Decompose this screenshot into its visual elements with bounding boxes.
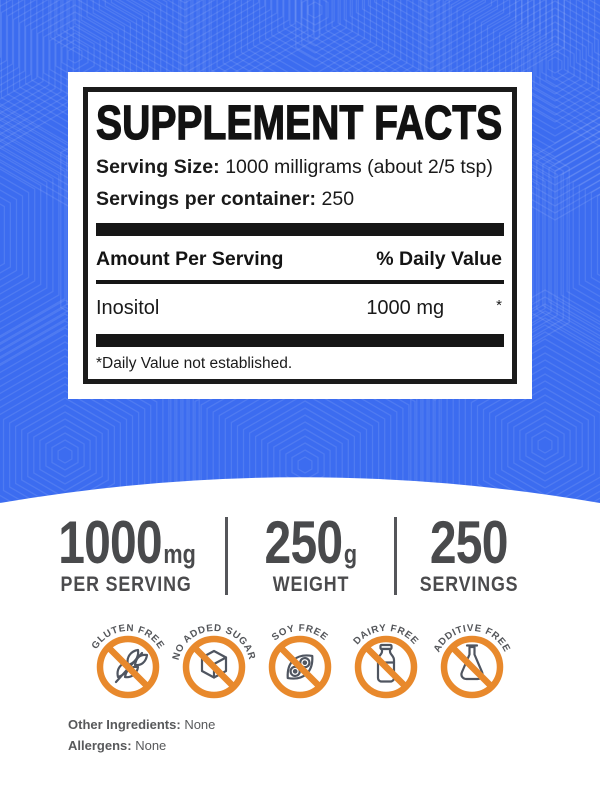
no-circle xyxy=(354,635,418,699)
hero-blue-background: SUPPLEMENT FACTS Serving Size: 1000 mill… xyxy=(0,0,600,510)
slash xyxy=(191,644,237,690)
allergens-label: Allergens: xyxy=(68,737,132,753)
allergens-value: None xyxy=(135,737,167,753)
stat-weight: 250 g WEIGHT xyxy=(228,509,394,597)
ingredient-amount: 1000 mg xyxy=(366,297,445,319)
badge-dairy-free: DAIRY FREE xyxy=(351,623,420,699)
badge-label: DAIRY FREE xyxy=(351,623,420,647)
stat-value: 1000 xyxy=(57,509,162,576)
serving-size-value: 1000 milligrams (about 2/5 tsp) xyxy=(225,155,493,178)
other-ingredients-line: Other Ingredients: None xyxy=(68,716,600,734)
stat-number: 1000 mg xyxy=(57,509,196,576)
stat-servings: 250 SERVINGS xyxy=(397,509,542,597)
stat-value: 250 xyxy=(264,509,343,576)
stats-row: 1000 mg PER SERVING 250 g WEIGHT 250 S xyxy=(0,508,600,597)
daily-value-header: % Daily Value xyxy=(376,247,502,270)
servings-value: 250 xyxy=(321,188,355,211)
no-circle xyxy=(96,635,160,699)
ingredient-row: Inositol 1000 mg * xyxy=(96,284,504,334)
serving-size-line: Serving Size: 1000 milligrams (about 2/5… xyxy=(96,155,504,179)
stat-label: SERVINGS xyxy=(420,573,519,597)
servings-label: Servings per container: xyxy=(96,188,317,211)
serving-size-label: Serving Size: xyxy=(96,155,220,178)
ingredient-dv-asterisk: * xyxy=(496,297,502,314)
footer-ingredients: Other Ingredients: None Allergens: None xyxy=(68,716,600,754)
allergens-line: Allergens: None xyxy=(68,737,600,755)
supplement-facts-border: SUPPLEMENT FACTS Serving Size: 1000 mill… xyxy=(83,87,517,384)
badges-row: GLUTEN FREE NO ADDED SUGAR xyxy=(0,605,600,703)
no-circle xyxy=(440,635,504,699)
stat-divider xyxy=(394,517,397,596)
stat-unit: mg xyxy=(162,539,196,570)
slash xyxy=(363,644,409,690)
stat-per-serving: 1000 mg PER SERVING xyxy=(28,509,225,597)
other-ingredients-label: Other Ingredients: xyxy=(68,717,181,733)
panel-title: SUPPLEMENT FACTS xyxy=(95,94,503,150)
badge-soy-free: SOY FREE xyxy=(268,623,332,699)
stat-divider xyxy=(225,517,228,596)
amount-per-serving-header: Amount Per Serving xyxy=(96,247,284,270)
stat-label: PER SERVING xyxy=(60,573,193,597)
badge-additive-free: ADDITIVE FREE xyxy=(432,623,512,699)
stat-label: WEIGHT xyxy=(272,573,350,597)
divider-bar-bottom xyxy=(96,334,504,347)
badge-no-added-sugar: NO ADDED SUGAR xyxy=(171,623,257,699)
no-circle xyxy=(268,635,332,699)
lower-section: 1000 mg PER SERVING 250 g WEIGHT 250 S xyxy=(0,508,600,790)
badge-gluten-free: GLUTEN FREE xyxy=(90,623,166,699)
facts-header-row: Amount Per Serving % Daily Value xyxy=(96,236,504,280)
supplement-facts-panel: SUPPLEMENT FACTS Serving Size: 1000 mill… xyxy=(68,72,532,399)
servings-per-container-line: Servings per container: 250 xyxy=(96,187,504,211)
slash xyxy=(105,644,151,690)
header-divider-line xyxy=(96,279,504,284)
other-ingredients-value: None xyxy=(184,717,216,733)
curved-transition xyxy=(0,477,600,510)
stat-value: 250 xyxy=(429,509,508,576)
ingredient-name: Inositol xyxy=(96,297,160,319)
slash xyxy=(449,644,495,690)
no-circle xyxy=(182,635,246,699)
stat-number: 250 xyxy=(429,509,509,576)
stat-unit: g xyxy=(344,539,358,570)
slash xyxy=(277,644,323,690)
daily-value-footnote: *Daily Value not established. xyxy=(96,355,293,372)
divider-bar-top xyxy=(96,222,504,236)
stat-number: 250 g xyxy=(264,509,358,576)
